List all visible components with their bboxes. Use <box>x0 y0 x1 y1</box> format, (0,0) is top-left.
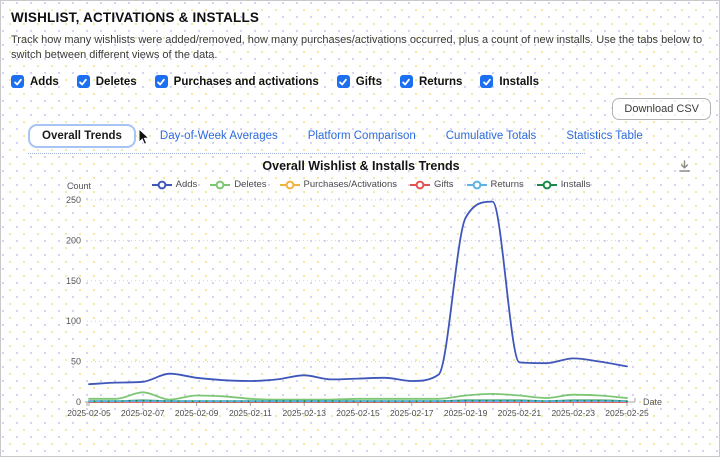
x-axis-tick-label: 2025-02-11 <box>229 408 272 418</box>
x-axis-tick-label: 2025-02-09 <box>175 408 219 418</box>
download-chart-icon[interactable] <box>677 159 693 175</box>
filter-deletes[interactable]: Deletes <box>76 75 137 88</box>
legend-label: Returns <box>490 179 524 190</box>
filter-gifts[interactable]: Gifts <box>336 75 382 88</box>
tab-platform-comparison[interactable]: Platform Comparison <box>307 130 416 142</box>
legend-label: Gifts <box>433 179 454 190</box>
legend-marker-icon <box>536 180 557 189</box>
legend-label: Installs <box>560 179 591 190</box>
x-axis-tick-label: 2025-02-21 <box>498 408 542 418</box>
y-axis-tick-label: 200 <box>66 235 81 245</box>
y-axis-tick-label: 100 <box>66 316 81 326</box>
tab-cumulative-totals[interactable]: Cumulative Totals <box>445 130 537 142</box>
tab-statistics-table[interactable]: Statistics Table <box>566 130 643 142</box>
tab-bar: Overall Trends Day-of-Week Averages Plat… <box>28 124 643 154</box>
legend-marker-icon <box>409 180 430 189</box>
trend-line-chart: 0 50 100 150 200 250 2025-02-05 2025-02-07 2025-… <box>66 195 662 418</box>
legend-item-installs[interactable]: Installs <box>536 179 591 190</box>
filter-adds[interactable]: Adds <box>11 75 59 88</box>
y-axis-tick-label: 250 <box>66 195 81 205</box>
page-description: Track how many wishlists were added/remo… <box>11 34 703 61</box>
filter-purchases-activations[interactable]: Purchases and activations <box>154 75 319 88</box>
chart-title: Overall Wishlist & Installs Trends <box>262 159 460 173</box>
legend-label: Purchases/Activations <box>303 179 397 190</box>
filter-label: Purchases and activations <box>173 75 319 88</box>
y-axis-title: Count <box>67 181 92 191</box>
filter-checkbox-row: Adds Deletes Purchases and activations G… <box>11 75 719 88</box>
x-axis-tick-label: 2025-02-23 <box>551 408 595 418</box>
legend-item-gifts[interactable]: Gifts <box>409 179 454 190</box>
legend-item-purchases-activations[interactable]: Purchases/Activations <box>279 179 397 190</box>
chart-legend: Adds Deletes Purchases/Activations Gifts Ret… <box>61 179 681 190</box>
filter-installs[interactable]: Installs <box>480 75 539 88</box>
filter-label: Returns <box>418 75 463 88</box>
tab-overall-trends[interactable]: Overall Trends <box>28 124 136 148</box>
legend-marker-icon <box>210 180 231 189</box>
filter-label: Adds <box>30 75 59 88</box>
x-axis-tick-label: 2025-02-19 <box>444 408 488 418</box>
checkbox-checked-icon[interactable] <box>480 75 494 88</box>
x-axis-tick-label: 2025-02-15 <box>336 408 380 418</box>
legend-item-returns[interactable]: Returns <box>466 179 524 190</box>
filter-label: Deletes <box>95 75 137 88</box>
legend-marker-icon <box>466 180 487 189</box>
filter-label: Gifts <box>355 75 382 88</box>
x-axis-tick-label: 2025-02-17 <box>390 408 434 418</box>
legend-label: Deletes <box>234 179 267 190</box>
checkbox-checked-icon[interactable] <box>336 75 350 88</box>
legend-marker-icon <box>151 180 172 189</box>
y-axis-tick-label: 50 <box>71 357 81 367</box>
x-axis-tick-label: 2025-02-13 <box>282 408 326 418</box>
filter-label: Installs <box>499 75 540 88</box>
x-axis-tick-label: 2025-02-25 <box>605 408 649 418</box>
y-axis-tick-label: 150 <box>66 276 81 286</box>
y-axis-tick-label: 0 <box>76 397 81 407</box>
series-line-adds <box>88 200 628 386</box>
legend-item-adds[interactable]: Adds <box>151 179 198 190</box>
x-axis-tick-label: 2025-02-07 <box>121 408 165 418</box>
series-line-deletes <box>88 391 628 401</box>
mouse-cursor-icon <box>138 127 150 146</box>
filter-returns[interactable]: Returns <box>399 75 463 88</box>
page-title: WISHLIST, ACTIVATIONS & INSTALLS <box>11 10 260 25</box>
download-csv-button[interactable]: Download CSV <box>612 98 711 120</box>
tab-day-of-week-averages[interactable]: Day-of-Week Averages <box>159 130 278 142</box>
x-axis-tick-label: 2025-02-05 <box>67 408 111 418</box>
legend-marker-icon <box>279 180 300 189</box>
legend-item-deletes[interactable]: Deletes <box>210 179 267 190</box>
checkbox-checked-icon[interactable] <box>399 75 413 88</box>
checkbox-checked-icon[interactable] <box>76 75 90 88</box>
checkbox-checked-icon[interactable] <box>11 75 24 88</box>
x-axis-title: Date <box>643 397 662 407</box>
checkbox-checked-icon[interactable] <box>154 75 168 88</box>
legend-label: Adds <box>175 179 198 190</box>
